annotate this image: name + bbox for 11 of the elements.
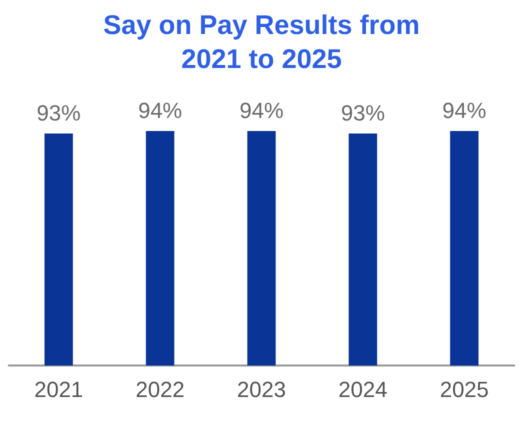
data-label: 94% <box>239 98 284 124</box>
x-tick-label: 2023 <box>237 376 286 402</box>
x-tick-label: 2021 <box>34 376 84 402</box>
data-label: 93% <box>36 100 81 126</box>
data-label: 93% <box>340 100 385 126</box>
x-tick-label: 2025 <box>440 376 489 402</box>
x-tick-label: 2024 <box>338 376 388 402</box>
x-tick-label: 2022 <box>136 376 185 402</box>
data-label: 94% <box>138 98 182 124</box>
chart-title: Say on Pay Results from 2021 to 2025 <box>102 9 421 76</box>
data-label: 94% <box>442 98 486 124</box>
